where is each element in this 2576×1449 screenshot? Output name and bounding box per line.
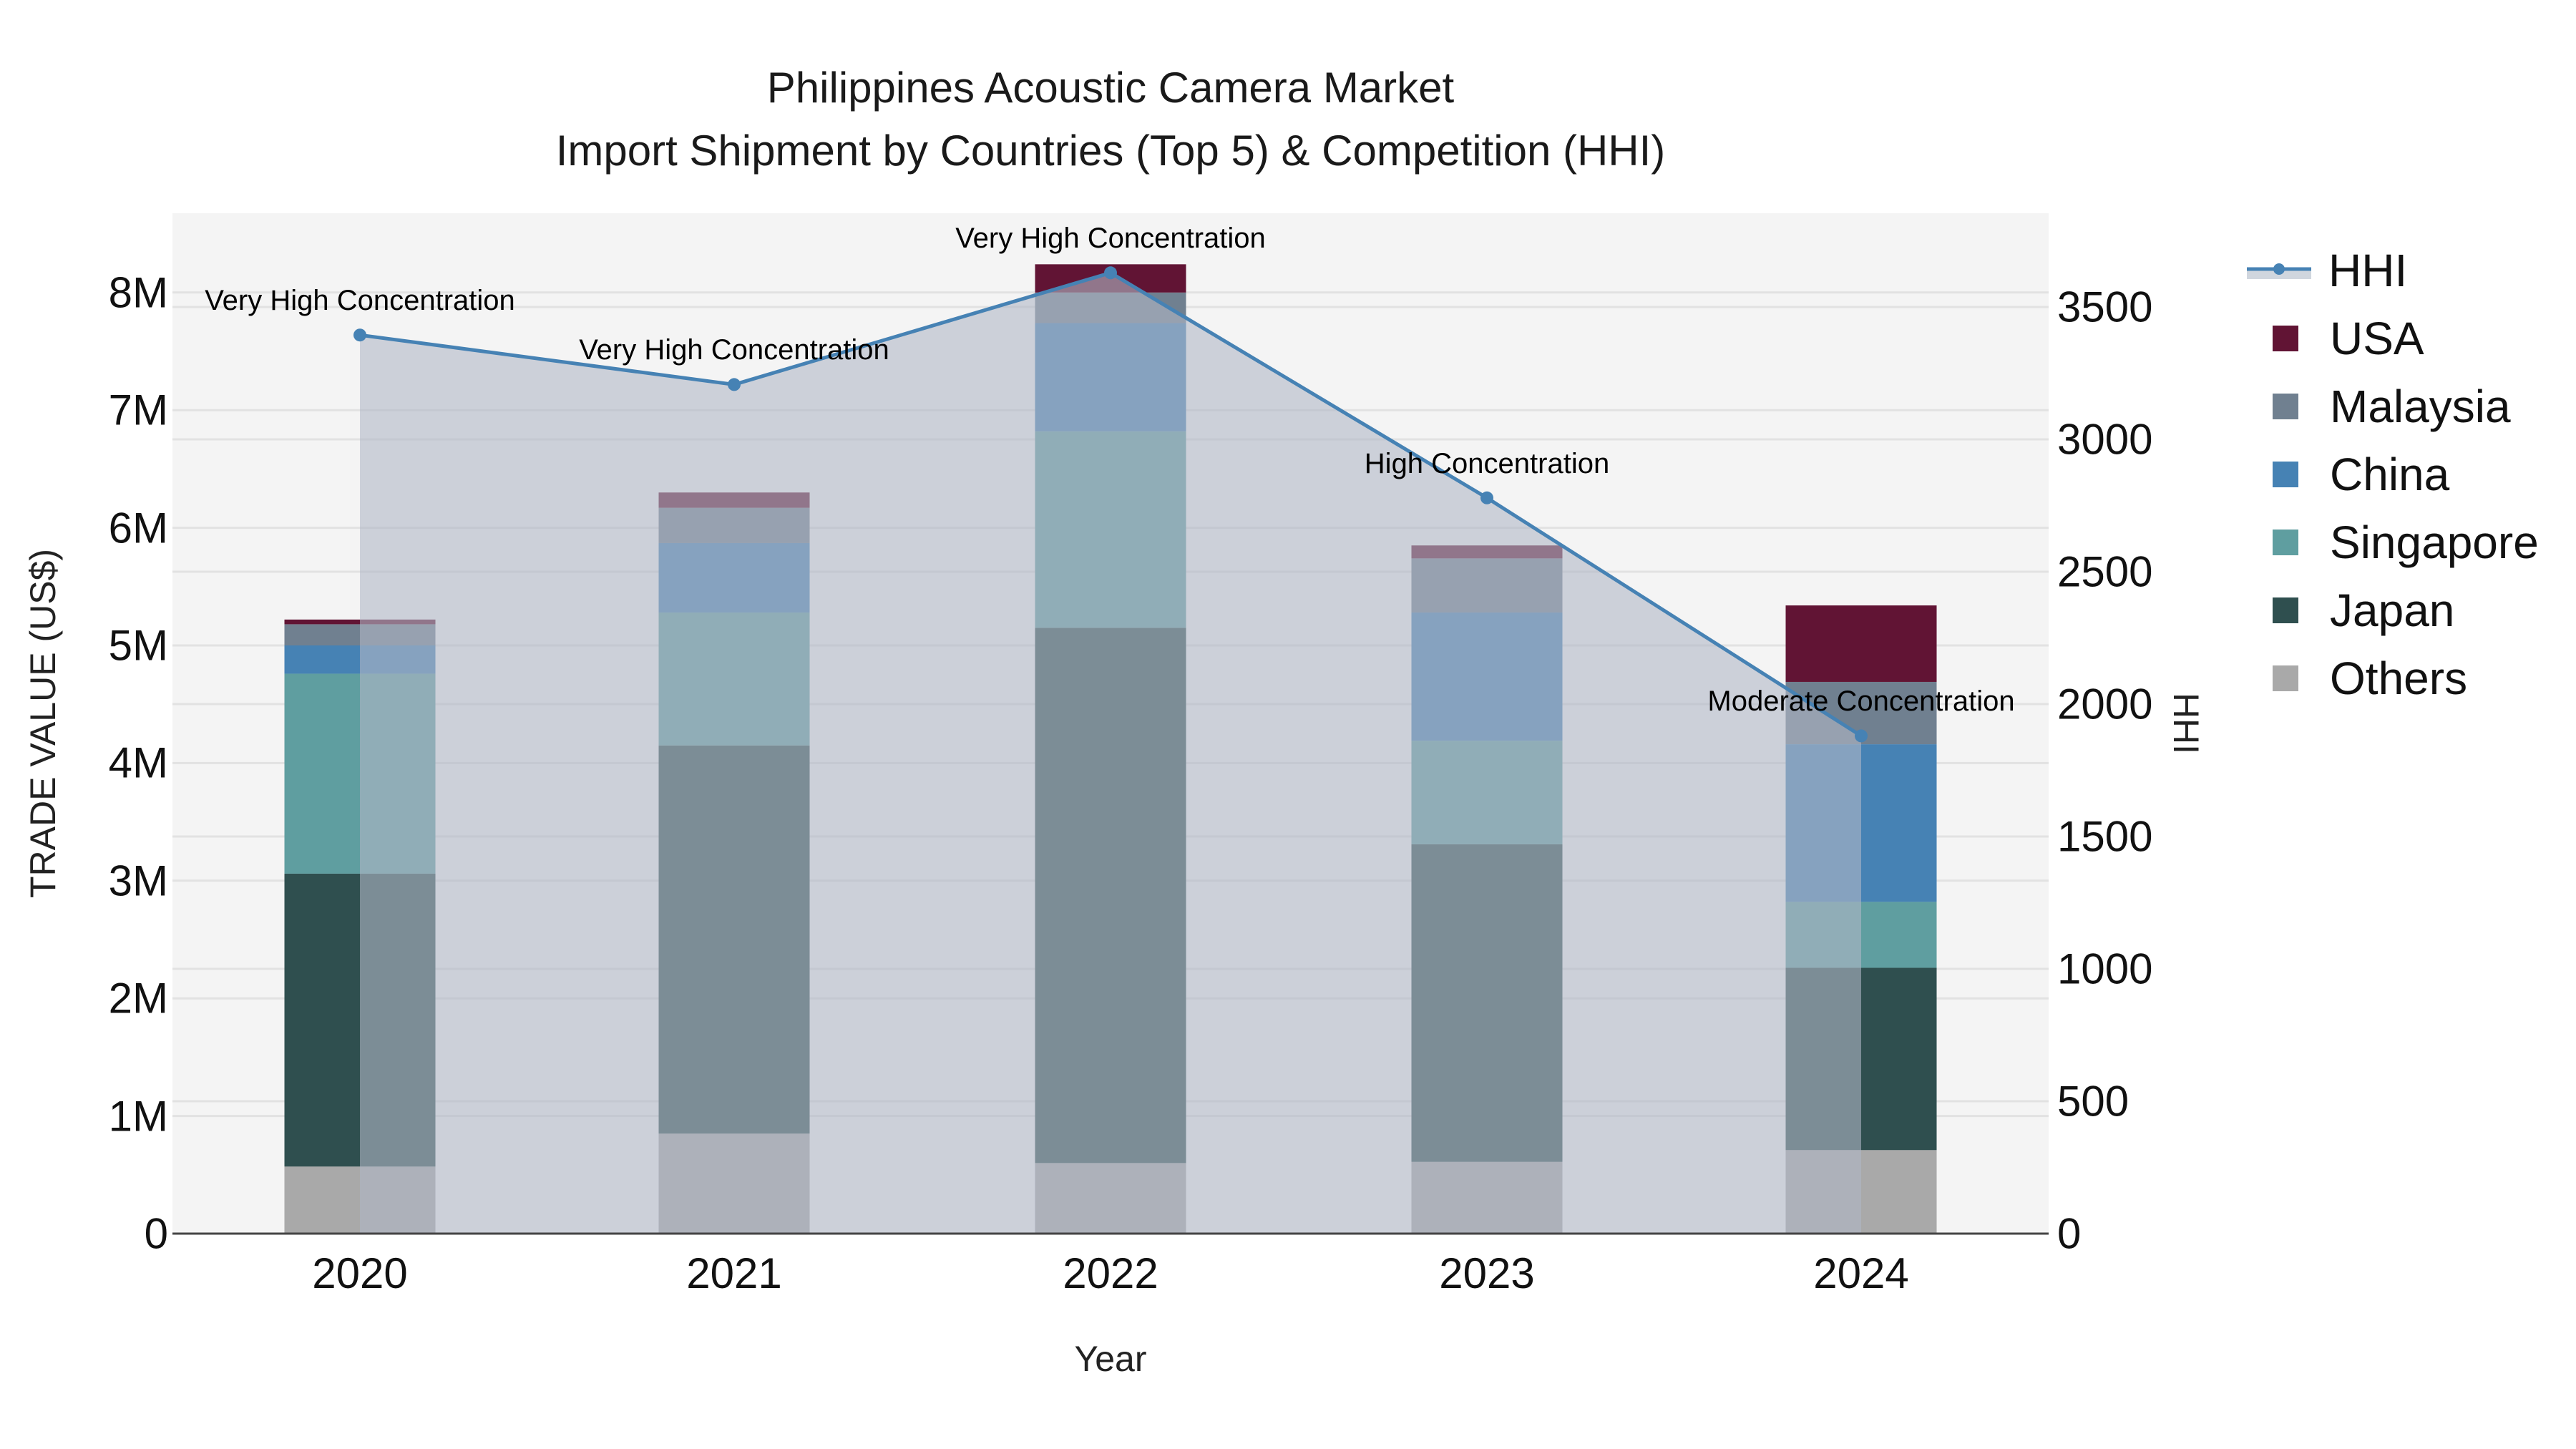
hhi-marker	[1104, 266, 1117, 280]
y-right-axis-title: HHI	[2166, 692, 2206, 755]
y-left-tick: 0	[144, 1209, 168, 1258]
y-left-tick: 5M	[108, 621, 168, 670]
x-tick: 2022	[1063, 1249, 1158, 1297]
y-right-tick: 3500	[2057, 283, 2153, 331]
color-swatch-icon	[2273, 393, 2298, 419]
y-left-tick: 6M	[108, 504, 168, 552]
legend-item-singapore[interactable]: Singapore	[2247, 508, 2539, 576]
x-tick: 2021	[686, 1249, 782, 1297]
hhi-marker	[728, 378, 741, 391]
y-right-tick: 0	[2057, 1209, 2082, 1258]
color-swatch-icon	[2273, 665, 2298, 691]
y-left-tick: 8M	[108, 268, 168, 317]
legend-item-usa[interactable]: USA	[2247, 304, 2539, 372]
y-left-tick: 7M	[108, 386, 168, 434]
color-swatch-icon	[2273, 325, 2298, 351]
y-left-axis-title: TRADE VALUE (US$)	[23, 548, 63, 899]
annotation-label: Very High Concentration	[955, 223, 1266, 255]
y-left-tick: 3M	[108, 857, 168, 905]
color-swatch-icon	[2273, 597, 2298, 623]
legend-item-japan[interactable]: Japan	[2247, 576, 2539, 644]
y-right-tick: 1000	[2057, 945, 2153, 993]
y-left-tick: 2M	[108, 974, 168, 1023]
y-left-tick: 1M	[108, 1092, 168, 1141]
legend-item-china[interactable]: China	[2247, 440, 2539, 508]
legend-item-malaysia[interactable]: Malaysia	[2247, 372, 2539, 440]
annotation-label: Very High Concentration	[579, 334, 889, 366]
line-marker-icon	[2247, 262, 2311, 279]
x-axis-title: Year	[1074, 1339, 1147, 1379]
legend-label: Singapore	[2330, 516, 2539, 568]
y-left-tick: 4M	[108, 738, 168, 787]
legend-label: Others	[2330, 652, 2468, 704]
legend-item-others[interactable]: Others	[2247, 644, 2539, 712]
chart-title-line1: Philippines Acoustic Camera Market	[766, 64, 1455, 112]
color-swatch-icon	[2273, 461, 2298, 487]
y-right-tick: 3000	[2057, 415, 2153, 464]
legend-item-hhi[interactable]: HHI	[2247, 236, 2539, 304]
hhi-marker	[1480, 491, 1493, 504]
legend-label: China	[2330, 448, 2450, 500]
y-right-tick: 2500	[2057, 547, 2153, 596]
annotation-label: Moderate Concentration	[1707, 686, 2015, 718]
legend-label: HHI	[2328, 244, 2408, 296]
x-tick: 2024	[1813, 1249, 1909, 1297]
legend-label: USA	[2330, 312, 2424, 364]
annotation-label: Very High Concentration	[205, 285, 515, 317]
y-right-tick: 2000	[2057, 680, 2153, 728]
x-tick: 2023	[1439, 1249, 1535, 1297]
bar-segment-usa	[1785, 605, 1937, 682]
x-tick: 2020	[312, 1249, 408, 1297]
color-swatch-icon	[2273, 529, 2298, 555]
hhi-marker	[1855, 729, 1868, 743]
chart-title-line2: Import Shipment by Countries (Top 5) & C…	[555, 127, 1666, 175]
y-right-tick: 1500	[2057, 812, 2153, 861]
annotation-label: High Concentration	[1364, 447, 1610, 479]
legend-label: Japan	[2330, 584, 2455, 636]
legend-label: Malaysia	[2330, 380, 2511, 432]
hhi-marker	[353, 328, 366, 342]
y-right-tick: 500	[2057, 1077, 2129, 1126]
hhi-area	[360, 273, 1861, 1234]
legend: HHI USA Malaysia China Singapore Japan Others	[2247, 236, 2539, 712]
